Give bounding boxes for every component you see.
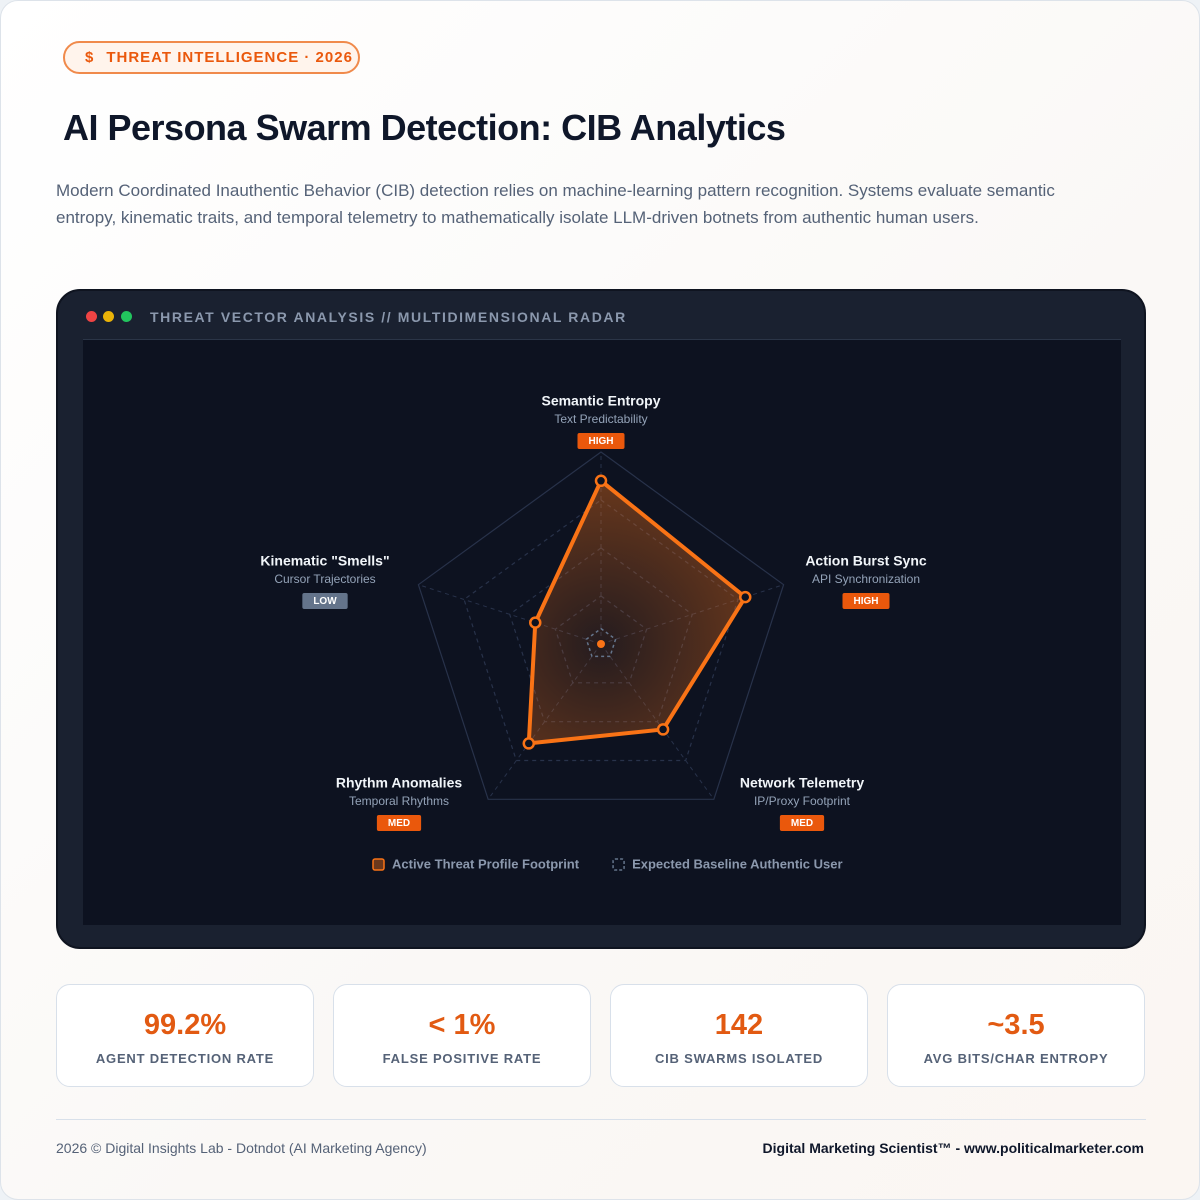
stat-card: 142 CIB SWARMS ISOLATED	[610, 984, 868, 1087]
level-badge-bg	[577, 433, 625, 449]
level-badge: LOW	[302, 593, 348, 609]
data-point	[522, 737, 536, 750]
level-badge-text: MED	[388, 818, 410, 829]
level-badge: MED	[779, 815, 825, 831]
grid-ring	[463, 499, 739, 762]
radar-panel: THREAT VECTOR ANALYSIS // MULTIDIMENSION…	[56, 289, 1146, 949]
axis-label: Action Burst Sync	[805, 553, 927, 569]
level-badge: HIGH	[842, 593, 890, 609]
grid-ring	[417, 451, 785, 800]
level-badge-bg	[302, 593, 348, 609]
level-badge: MED	[376, 815, 422, 831]
level-badge-bg	[376, 815, 422, 831]
level-badge-text: MED	[791, 818, 813, 829]
legend-label: Expected Baseline Authentic User	[632, 856, 842, 871]
axis-label: Network Telemetry	[740, 775, 864, 791]
data-point	[594, 474, 608, 488]
panel-title: THREAT VECTOR ANALYSIS // MULTIDIMENSION…	[150, 309, 627, 325]
window-dot	[103, 311, 114, 322]
chart-area: Semantic Entropy Text Predictability HIGH A…	[83, 339, 1121, 925]
legend-swatch	[372, 858, 385, 871]
data-point	[739, 590, 752, 604]
level-badge: HIGH	[577, 433, 625, 449]
badge: $ THREAT INTELLIGENCE · 2026	[63, 41, 360, 74]
stat-label: AVG BITS/CHAR ENTROPY	[923, 1051, 1109, 1066]
stat-label: AGENT DETECTION RATE	[95, 1051, 275, 1066]
stat-value: ~3.5	[987, 1009, 1045, 1041]
title: AI Persona Swarm Detection: CIB Analytic…	[63, 107, 786, 148]
axis-sublabel: IP/Proxy Footprint	[754, 794, 851, 808]
stat-value: < 1%	[428, 1009, 496, 1041]
stat-card: ~3.5 AVG BITS/CHAR ENTROPY	[887, 984, 1145, 1087]
series-area	[526, 478, 748, 746]
axis-label: Kinematic "Smells"	[260, 553, 389, 569]
legend-label: Active Threat Profile Footprint	[392, 856, 580, 871]
window-dot	[121, 311, 132, 322]
axis-sublabel: Temporal Rhythms	[349, 794, 449, 808]
stat-value: 99.2%	[143, 1009, 227, 1041]
badge-icon: $	[85, 49, 95, 66]
data-point	[656, 723, 670, 736]
badge-text: THREAT INTELLIGENCE · 2026	[106, 49, 353, 66]
radar-chart: Semantic Entropy Text Predictability HIGH A…	[260, 393, 927, 872]
description: Modern Coordinated Inauthentic Behavior …	[56, 181, 1055, 227]
data-point	[529, 616, 542, 629]
stat-value: 142	[714, 1009, 764, 1041]
level-badge-text: LOW	[313, 596, 337, 607]
center-dot	[597, 640, 605, 648]
divider	[56, 1119, 1146, 1120]
stat-card: < 1% FALSE POSITIVE RATE	[333, 984, 591, 1087]
footer-left: 2026 © Digital Insights Lab - Dotndot (A…	[56, 1140, 427, 1156]
axis-sublabel: Cursor Trajectories	[274, 572, 375, 586]
level-badge-bg	[779, 815, 825, 831]
level-badge-text: HIGH	[589, 436, 614, 447]
stat-label: FALSE POSITIVE RATE	[382, 1051, 542, 1066]
axis-label: Semantic Entropy	[541, 393, 660, 409]
axis-sublabel: Text Predictability	[554, 412, 647, 426]
stat-card: 99.2% AGENT DETECTION RATE	[56, 984, 314, 1087]
footer-right: Digital Marketing Scientist™ - www.polit…	[762, 1140, 1144, 1156]
legend-swatch	[612, 858, 625, 871]
window-dot	[86, 311, 97, 322]
axis-label: Rhythm Anomalies	[336, 775, 462, 791]
axis-sublabel: API Synchronization	[812, 572, 920, 586]
level-badge-text: HIGH	[854, 596, 879, 607]
level-badge-bg	[842, 593, 890, 609]
stat-label: CIB SWARMS ISOLATED	[654, 1051, 824, 1066]
